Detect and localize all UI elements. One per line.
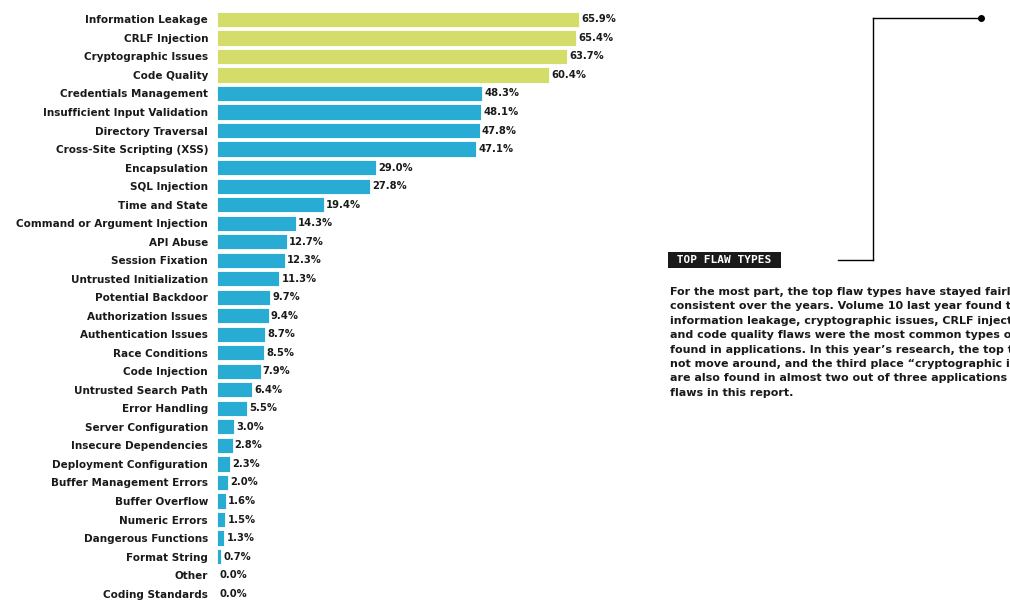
Text: 9.4%: 9.4% bbox=[271, 311, 299, 321]
Bar bbox=[217, 401, 247, 416]
Text: 48.3%: 48.3% bbox=[485, 88, 519, 99]
Text: 0.7%: 0.7% bbox=[223, 552, 250, 562]
Bar bbox=[217, 456, 230, 471]
Bar bbox=[217, 308, 269, 323]
Text: 8.5%: 8.5% bbox=[266, 348, 294, 358]
Text: 6.4%: 6.4% bbox=[255, 385, 283, 395]
Text: 47.8%: 47.8% bbox=[482, 126, 517, 135]
Text: 14.3%: 14.3% bbox=[298, 218, 333, 228]
Bar bbox=[217, 512, 225, 527]
Text: For the most part, the top flaw types have stayed fairly
consistent over the yea: For the most part, the top flaw types ha… bbox=[671, 287, 1010, 398]
Bar bbox=[217, 234, 287, 249]
Text: 5.5%: 5.5% bbox=[249, 403, 278, 413]
Text: 65.9%: 65.9% bbox=[582, 14, 616, 25]
Bar bbox=[217, 345, 264, 360]
Text: 19.4%: 19.4% bbox=[326, 200, 361, 210]
Text: 60.4%: 60.4% bbox=[551, 70, 586, 80]
Text: 27.8%: 27.8% bbox=[372, 181, 407, 191]
Bar bbox=[217, 364, 261, 379]
Text: 12.3%: 12.3% bbox=[287, 255, 322, 265]
Bar bbox=[217, 49, 567, 64]
Bar bbox=[217, 30, 577, 45]
Text: 3.0%: 3.0% bbox=[235, 422, 264, 432]
Text: 1.5%: 1.5% bbox=[227, 514, 256, 525]
Bar bbox=[217, 530, 224, 546]
Bar bbox=[217, 104, 482, 120]
Bar bbox=[217, 67, 548, 83]
Bar bbox=[217, 419, 233, 435]
Text: 8.7%: 8.7% bbox=[267, 329, 295, 339]
Bar bbox=[217, 253, 285, 268]
Bar bbox=[217, 12, 579, 27]
Text: 48.1%: 48.1% bbox=[484, 107, 519, 117]
Text: 0.0%: 0.0% bbox=[219, 570, 247, 580]
Bar bbox=[217, 438, 232, 453]
Bar bbox=[217, 160, 377, 175]
Bar bbox=[217, 197, 323, 212]
Bar bbox=[217, 178, 370, 194]
Text: 2.3%: 2.3% bbox=[232, 459, 260, 469]
Text: 29.0%: 29.0% bbox=[379, 162, 413, 173]
Bar bbox=[217, 493, 226, 509]
Text: 63.7%: 63.7% bbox=[570, 51, 604, 61]
Bar bbox=[217, 383, 252, 397]
Bar bbox=[217, 216, 296, 230]
Text: TOP FLAW TYPES: TOP FLAW TYPES bbox=[671, 255, 779, 265]
Text: 12.7%: 12.7% bbox=[289, 237, 324, 246]
Bar bbox=[217, 327, 265, 342]
Text: 47.1%: 47.1% bbox=[478, 144, 513, 154]
Text: 9.7%: 9.7% bbox=[273, 292, 300, 302]
Bar bbox=[217, 549, 221, 564]
Text: 7.9%: 7.9% bbox=[263, 367, 291, 376]
Bar bbox=[217, 86, 483, 101]
Text: 65.4%: 65.4% bbox=[579, 33, 614, 43]
Text: 1.3%: 1.3% bbox=[226, 533, 255, 543]
Bar bbox=[217, 475, 228, 490]
Bar bbox=[217, 142, 476, 157]
Text: 11.3%: 11.3% bbox=[282, 274, 316, 284]
Text: 0.0%: 0.0% bbox=[219, 588, 247, 599]
Text: 1.6%: 1.6% bbox=[228, 496, 257, 506]
Bar bbox=[217, 290, 271, 305]
Bar bbox=[217, 271, 279, 286]
Bar bbox=[217, 123, 480, 138]
Text: 2.8%: 2.8% bbox=[234, 440, 263, 451]
Text: 2.0%: 2.0% bbox=[230, 478, 259, 487]
